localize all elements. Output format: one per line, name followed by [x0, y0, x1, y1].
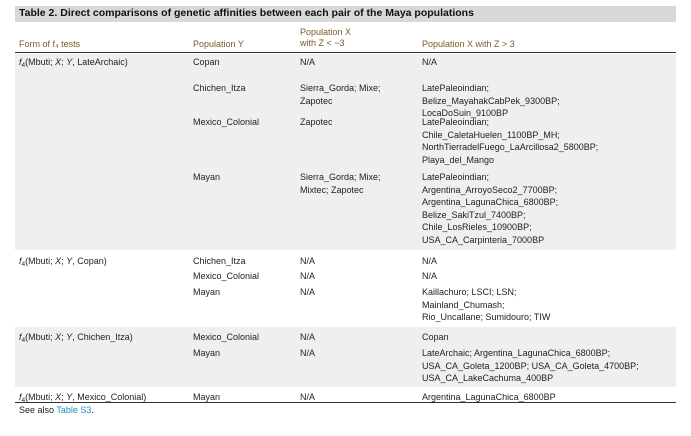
- header-population-x-neg: Population X with Z < −3: [300, 27, 352, 48]
- row-population-x-neg-3: Sierra_Gorda; Mixe; Mixtec; Zapotec: [300, 172, 381, 195]
- row-population-x-pos-2: LatePaleoindian; Chile_CaletaHuelen_1100B…: [422, 117, 599, 165]
- title-bar: [15, 6, 676, 22]
- row-population-x-pos-4: N/A: [422, 256, 438, 266]
- row-population-y-2: Mexico_Colonial: [193, 117, 260, 127]
- header-form: Form of f₄ tests: [19, 39, 81, 49]
- group-band-3: [15, 327, 676, 387]
- table-title: Table 2. Direct comparisons of genetic a…: [19, 7, 474, 19]
- header-rule: [15, 52, 676, 53]
- row-population-y-5: Mexico_Colonial: [193, 271, 260, 281]
- row-population-y-0: Copan: [193, 57, 220, 67]
- row-population-x-pos-9: Argentina_LagunaChica_6800BP: [422, 392, 556, 402]
- header-population-y: Population Y: [193, 39, 244, 49]
- row-population-x-neg-5: N/A: [300, 271, 316, 281]
- row-population-y-4: Chichen_Itza: [193, 256, 246, 266]
- row-population-y-3: Mayan: [193, 172, 221, 182]
- group-band-1: [15, 54, 676, 250]
- row-population-x-neg-2: Zapotec: [300, 117, 333, 127]
- row-population-x-neg-7: N/A: [300, 332, 316, 342]
- row-population-y-1: Chichen_Itza: [193, 83, 246, 93]
- bottom-rule: [15, 402, 676, 403]
- row-population-x-neg-1: Sierra_Gorda; Mixe; Zapotec: [300, 83, 381, 106]
- row-population-y-6: Mayan: [193, 287, 221, 297]
- row-form-0: f4(Mbuti; X; Y, LateArchaic): [19, 57, 128, 69]
- footnote: See also Table S3.: [19, 405, 94, 415]
- row-population-x-neg-8: N/A: [300, 348, 316, 358]
- table-s3-link[interactable]: Table S3: [56, 405, 92, 415]
- row-population-x-pos-1: LatePaleoindian; Belize_MayahakCabPek_930…: [422, 83, 560, 119]
- row-population-x-pos-6: Kaillachuro; LSCI; LSN; Mainland_Chumash;…: [422, 287, 551, 323]
- row-population-y-9: Mayan: [193, 392, 221, 402]
- row-population-y-8: Mayan: [193, 348, 221, 358]
- row-population-x-pos-5: N/A: [422, 271, 438, 281]
- row-population-x-neg-6: N/A: [300, 287, 316, 297]
- row-population-x-pos-0: N/A: [422, 57, 438, 67]
- row-form-7: f4(Mbuti; X; Y, Chichen_Itza): [19, 332, 133, 344]
- row-form-9: f4(Mbuti; X; Y, Mexico_Colonial): [19, 392, 147, 404]
- row-form-4: f4(Mbuti; X; Y, Copan): [19, 256, 107, 268]
- row-population-x-pos-7: Copan: [422, 332, 449, 342]
- header-population-x-pos: Population X with Z > 3: [422, 39, 515, 49]
- row-population-x-pos-3: LatePaleoindian; Argentina_ArroyoSeco2_77…: [422, 172, 559, 245]
- row-population-x-neg-4: N/A: [300, 256, 316, 266]
- row-population-x-neg-0: N/A: [300, 57, 316, 67]
- row-population-y-7: Mexico_Colonial: [193, 332, 260, 342]
- row-population-x-neg-9: N/A: [300, 392, 316, 402]
- row-population-x-pos-8: LateArchaic; Argentina_LagunaChica_6800B…: [422, 348, 639, 384]
